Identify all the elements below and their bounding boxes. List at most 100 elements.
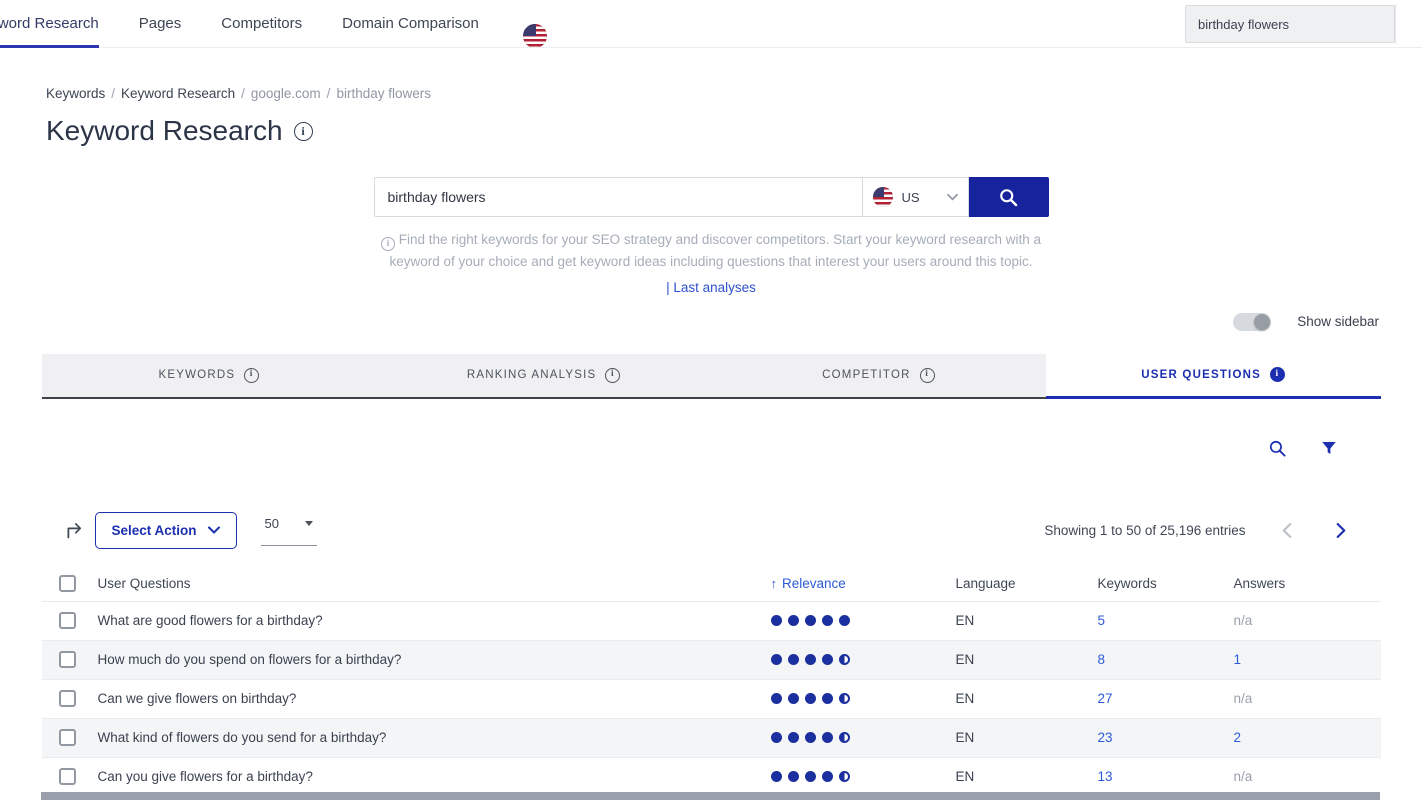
language-value: EN <box>955 652 975 668</box>
tab-competitor[interactable]: COMPETITOR <box>711 353 1046 399</box>
topnav-search-input[interactable] <box>1185 5 1395 43</box>
table-body: What are good flowers for a birthday? EN… <box>41 602 1381 797</box>
user-question[interactable]: How much do you spend on flowers for a b… <box>97 652 402 668</box>
nav-item-competitors[interactable]: Competitors <box>221 15 303 32</box>
header-answers[interactable]: Answers <box>1233 575 1286 591</box>
user-question[interactable]: Can you give flowers for a birthday? <box>97 769 313 785</box>
relevance-dot <box>838 732 850 744</box>
page-size-value: 50 <box>264 516 279 532</box>
breadcrumb-keywords[interactable]: Keywords <box>46 86 106 101</box>
relevance-dot <box>787 771 799 783</box>
table-row: Can we give flowers on birthday? EN 27 n… <box>41 680 1381 719</box>
country-code: US <box>901 189 920 205</box>
nav-item-pages[interactable]: Pages <box>138 15 182 32</box>
info-icon[interactable] <box>1269 367 1285 383</box>
header-relevance[interactable]: ↑ Relevance <box>771 576 956 591</box>
answers-value[interactable]: 1 <box>1233 652 1242 668</box>
table-header-row: User Questions ↑ Relevance Language Keyw… <box>41 566 1381 602</box>
relevance-dot <box>838 615 850 627</box>
user-question[interactable]: Can we give flowers on birthday? <box>97 691 297 707</box>
user-questions-table: User Questions ↑ Relevance Language Keyw… <box>41 566 1381 797</box>
pagination-prev-icon[interactable] <box>1282 522 1292 538</box>
relevance-dot <box>770 654 782 666</box>
relevance-dot <box>787 654 799 666</box>
keywords-count-link[interactable]: 8 <box>1097 652 1106 668</box>
export-icon[interactable] <box>64 520 85 541</box>
info-icon[interactable] <box>919 367 935 383</box>
keywords-count-link[interactable]: 23 <box>1097 730 1113 746</box>
relevance-dots <box>770 732 956 744</box>
answers-value: n/a <box>1233 613 1253 629</box>
info-icon[interactable] <box>605 367 621 383</box>
relevance-dot <box>804 732 816 744</box>
breadcrumb-domain: google.com <box>250 86 321 101</box>
header-language[interactable]: Language <box>955 575 1016 591</box>
show-sidebar-label: Show sidebar <box>1297 314 1379 330</box>
tab-user-questions[interactable]: USER QUESTIONS <box>1045 353 1381 399</box>
relevance-dot <box>787 732 799 744</box>
chevron-down-icon <box>207 526 220 534</box>
relevance-dot <box>838 654 850 666</box>
breadcrumb-separator: / <box>326 86 331 101</box>
breadcrumb: Keywords / Keyword Research / google.com / bir… <box>46 86 1422 101</box>
row-checkbox[interactable] <box>58 612 76 630</box>
table-toolbar: Select Action 50 Showing 1 to 50 of 25,1… <box>42 511 1381 549</box>
language-value: EN <box>955 691 975 707</box>
relevance-dot <box>770 771 782 783</box>
select-all-checkbox[interactable] <box>58 574 76 592</box>
row-checkbox[interactable] <box>58 651 76 669</box>
relevance-dot <box>838 693 850 705</box>
page-title: Keyword Research <box>46 115 1422 147</box>
keywords-count-link[interactable]: 27 <box>1097 691 1113 707</box>
relevance-dots <box>770 615 956 627</box>
country-select[interactable]: US <box>861 177 969 217</box>
relevance-dot <box>804 654 816 666</box>
keywords-count-link[interactable]: 5 <box>1097 613 1106 629</box>
search-button[interactable] <box>968 177 1049 217</box>
results-card: KEYWORDS RANKING ANALYSIS COMPETITOR USE… <box>41 353 1381 797</box>
breadcrumb-keyword: birthday flowers <box>336 86 431 101</box>
relevance-dot <box>821 732 833 744</box>
us-flag-icon <box>872 187 893 207</box>
keywords-count-link[interactable]: 13 <box>1097 769 1113 785</box>
table-row: What are good flowers for a birthday? EN… <box>41 602 1381 641</box>
header-keywords[interactable]: Keywords <box>1097 575 1157 591</box>
answers-value: n/a <box>1233 769 1253 785</box>
last-analyses-link[interactable]: | Last analyses <box>666 279 756 295</box>
filter-icon[interactable] <box>1320 439 1338 457</box>
relevance-dot <box>787 693 799 705</box>
relevance-dot <box>804 693 816 705</box>
relevance-dot <box>804 771 816 783</box>
select-action-button[interactable]: Select Action <box>94 511 237 549</box>
relevance-dot <box>821 615 833 627</box>
row-checkbox[interactable] <box>58 729 76 747</box>
user-question[interactable]: What kind of flowers do you send for a b… <box>97 730 387 746</box>
search-description: Find the right keywords for your SEO str… <box>356 229 1066 274</box>
breadcrumb-keyword-research[interactable]: Keyword Research <box>121 86 236 101</box>
nav-item-keyword-research[interactable]: Keyword Research <box>0 0 99 48</box>
info-icon[interactable] <box>244 367 260 383</box>
tab-label: USER QUESTIONS <box>1141 368 1261 381</box>
relevance-dot <box>804 615 816 627</box>
pagination-status: Showing 1 to 50 of 25,196 entries <box>1044 522 1246 538</box>
description-line-1: Find the right keywords for your SEO str… <box>398 232 1042 247</box>
pagination-next-icon[interactable] <box>1336 522 1346 538</box>
info-icon[interactable] <box>293 121 313 141</box>
show-sidebar-toggle[interactable] <box>1233 312 1272 331</box>
table-search-icon[interactable] <box>1268 439 1287 458</box>
row-checkbox[interactable] <box>58 768 76 786</box>
horizontal-scrollbar[interactable] <box>41 792 1380 800</box>
country-flag-icon[interactable] <box>522 23 547 48</box>
relevance-dot <box>838 771 850 783</box>
keyword-search-input[interactable] <box>373 177 862 217</box>
nav-item-domain-comparison[interactable]: Domain Comparison <box>342 15 479 32</box>
page-size-select[interactable]: 50 <box>260 514 317 547</box>
row-checkbox[interactable] <box>58 690 76 708</box>
tab-keywords[interactable]: KEYWORDS <box>41 353 377 399</box>
relevance-dot <box>821 654 833 666</box>
tab-ranking-analysis[interactable]: RANKING ANALYSIS <box>376 353 711 399</box>
user-question[interactable]: What are good flowers for a birthday? <box>97 613 323 629</box>
answers-value[interactable]: 2 <box>1233 730 1242 746</box>
relevance-dot <box>787 615 799 627</box>
chevron-down-icon <box>946 193 958 201</box>
